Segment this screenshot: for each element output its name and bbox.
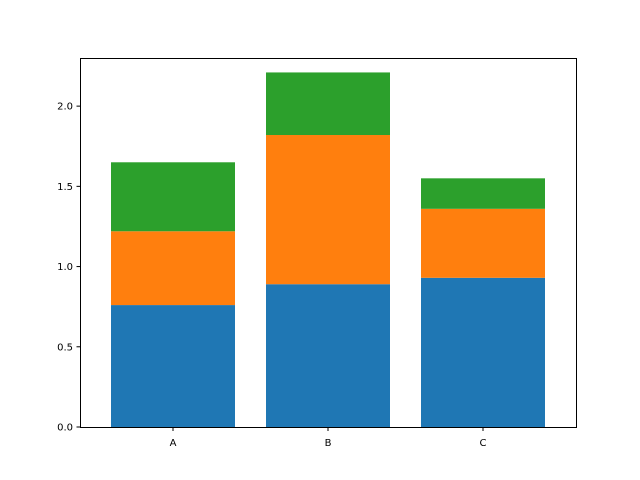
bar-c-segment-1 [421,277,545,427]
y-tick-label: 2.0 [57,102,73,113]
x-tick-label: C [480,438,487,449]
y-tick-label: 1.0 [57,262,73,273]
x-axis: A B C [170,427,487,449]
bar-b-segment-2 [266,135,390,285]
bar-b-segment-3 [266,72,390,136]
bar-b-segment-1 [266,284,390,427]
y-axis: 0.0 0.5 1.0 1.5 2.0 [57,102,81,434]
x-tick-label: A [170,438,177,449]
y-tick-label: 0.0 [57,423,73,434]
bars-layer [111,72,545,427]
y-tick-label: 1.5 [57,182,73,193]
y-tick-label: 0.5 [57,342,73,353]
bar-c-segment-3 [421,178,545,209]
bar-a-segment-3 [111,162,235,232]
x-tick-label: B [325,438,332,449]
bar-c-segment-2 [421,208,545,278]
bar-a-segment-1 [111,305,235,427]
bar-a-segment-2 [111,231,235,306]
